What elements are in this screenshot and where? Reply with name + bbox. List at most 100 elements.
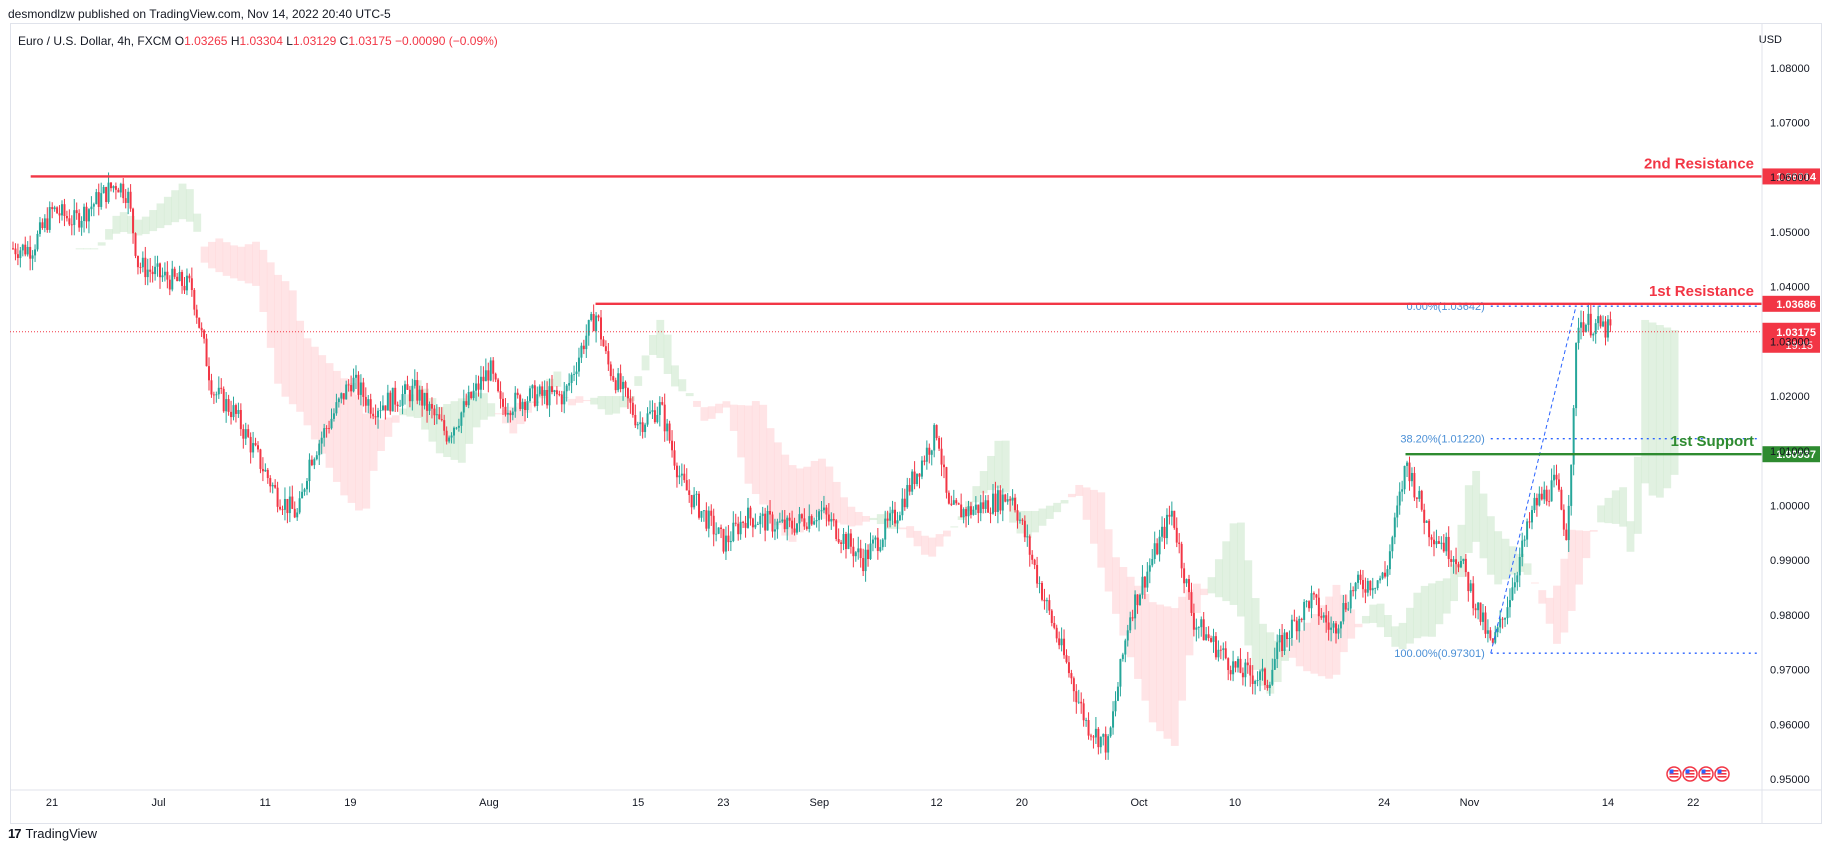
candle[interactable] [869,543,872,560]
candle[interactable] [1320,616,1323,618]
candle[interactable] [766,510,769,531]
candle[interactable] [1550,480,1553,502]
candle[interactable] [1063,638,1066,656]
candle[interactable] [575,371,578,375]
candle[interactable] [421,389,424,406]
candle[interactable] [1146,571,1149,588]
candle[interactable] [19,250,22,259]
candle[interactable] [1222,648,1225,650]
candle[interactable] [435,414,438,416]
candle[interactable] [862,558,865,572]
candle[interactable] [161,275,164,278]
candle[interactable] [651,410,654,412]
x-tick-label[interactable]: Jul [152,797,166,809]
candle[interactable] [759,516,762,525]
candle[interactable] [1016,510,1019,521]
candle[interactable] [590,314,593,321]
candle[interactable] [1379,578,1382,581]
candle[interactable] [1354,582,1357,592]
candle[interactable] [242,429,245,439]
candle[interactable] [930,450,933,455]
candle[interactable] [296,512,299,518]
candle[interactable] [668,423,671,441]
candle[interactable] [87,209,90,222]
candle[interactable] [1214,636,1217,658]
candle[interactable] [497,379,500,392]
candle[interactable] [881,539,884,548]
candle[interactable] [318,443,321,456]
candle[interactable] [1452,559,1455,562]
candle[interactable] [1200,619,1203,628]
candle[interactable] [604,346,607,352]
candle[interactable] [1023,520,1026,538]
candle[interactable] [1168,514,1171,517]
candle[interactable] [1207,634,1210,639]
candle[interactable] [609,364,612,377]
candle[interactable] [744,522,747,528]
candle[interactable] [1531,510,1533,523]
candle[interactable] [350,385,353,392]
support-resistance-levels[interactable]: 2nd Resistance 1.06014 1st Resistance 1.036… [10,155,1820,463]
candle[interactable] [1376,580,1379,589]
candle[interactable] [308,459,311,482]
candle[interactable] [1104,734,1107,753]
economic-events[interactable] [1666,766,1730,782]
candle[interactable] [1526,521,1529,540]
candle[interactable] [423,392,426,406]
candle[interactable] [1121,654,1124,660]
candle[interactable] [65,216,68,219]
candle[interactable] [310,459,313,466]
candle[interactable] [43,218,46,228]
candle[interactable] [957,503,960,505]
candle[interactable] [982,502,985,509]
candle[interactable] [573,374,576,375]
fib-trend-line[interactable] [1490,306,1577,654]
candle[interactable] [1489,630,1492,639]
candle[interactable] [1506,607,1509,619]
candle[interactable] [193,290,196,310]
candle[interactable] [455,427,458,429]
candle[interactable] [960,504,963,518]
candle[interactable] [1413,472,1416,498]
candle[interactable] [876,537,879,551]
candle[interactable] [739,521,742,535]
candle[interactable] [144,257,147,278]
candle[interactable] [367,399,370,406]
candle[interactable] [1156,543,1159,555]
candle[interactable] [854,552,857,557]
candle[interactable] [666,423,669,432]
candle[interactable] [303,489,306,492]
candle[interactable] [585,335,588,350]
candle[interactable] [1572,408,1575,465]
candle[interactable] [506,412,509,415]
candle[interactable] [298,498,301,513]
candle[interactable] [1592,334,1595,336]
candle[interactable] [293,508,296,518]
candle[interactable] [592,314,595,332]
candle[interactable] [548,386,551,406]
candle[interactable] [16,254,19,259]
candle[interactable] [769,510,772,515]
candle[interactable] [1268,684,1271,689]
candle[interactable] [1254,681,1257,684]
candle[interactable] [34,249,37,256]
candle[interactable] [818,511,821,521]
candle[interactable] [443,420,446,431]
candle[interactable] [546,390,549,406]
candle[interactable] [1195,627,1198,630]
candle[interactable] [1516,575,1519,583]
candle[interactable] [1459,561,1462,568]
x-tick-label[interactable]: 14 [1602,797,1614,809]
candle[interactable] [276,487,279,507]
candle[interactable] [100,193,103,207]
candle[interactable] [840,542,843,544]
candle[interactable] [63,204,66,217]
candle[interactable] [85,206,88,222]
candle[interactable] [751,518,754,528]
candle[interactable] [702,510,705,512]
candle[interactable] [1548,501,1551,503]
candle[interactable] [1533,497,1536,511]
candle[interactable] [1393,517,1396,538]
candle[interactable] [1085,720,1088,721]
candle[interactable] [805,526,808,529]
